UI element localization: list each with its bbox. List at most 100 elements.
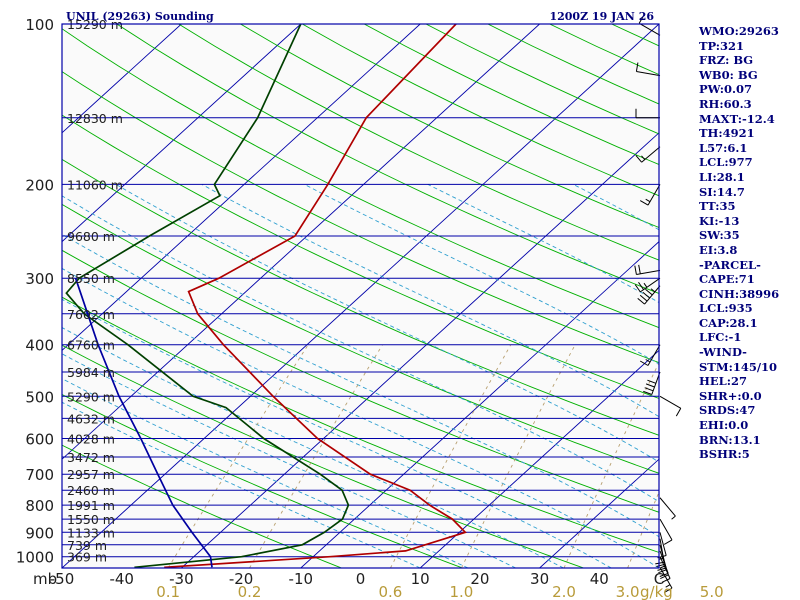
height-label: 2957 m [67, 467, 115, 482]
mixing-ratio-lines [167, 344, 659, 568]
wind-barb-half-feather [665, 584, 671, 588]
dry-adiabat-line [116, 24, 659, 294]
isotherm-line [62, 24, 540, 460]
wind-barb-feather [634, 284, 641, 293]
wind-barb-feather [645, 383, 655, 388]
temperature-tick-label: -20 [229, 570, 254, 588]
mixing-ratio-tick-label: 3.0 [616, 583, 640, 600]
height-label: 4632 m [67, 411, 115, 426]
index-item: EHI:0.0 [699, 418, 749, 433]
temperature-tick-label: 20 [470, 570, 489, 588]
wind-barb [634, 277, 661, 293]
isotherm-line [62, 24, 182, 134]
pressure-axis: 100 200 300 400 500 600 700 800 900 1000 [16, 16, 54, 567]
height-label: 7602 m [67, 307, 115, 322]
wind-barb-half-feather [645, 198, 651, 203]
temperature-tick-label: 40 [590, 570, 609, 588]
wind-barb-half-feather [671, 515, 676, 520]
isotherm-line [181, 132, 659, 568]
temperature-tick-label: 10 [411, 570, 430, 588]
temperature-tick-label: -10 [289, 570, 314, 588]
index-item: TT:35 [699, 199, 736, 214]
index-item: -PARCEL- [699, 257, 761, 272]
mixing-ratio-line [563, 361, 659, 568]
wind-barb-feather [638, 282, 645, 290]
wind-barb-feather [634, 265, 637, 275]
mixing-ratio-axis: 0.10.20.61.02.03.05.010.020.040.0 [156, 583, 724, 600]
moist-adiabat-line [62, 233, 659, 538]
temperature-tick-label: 0 [356, 570, 366, 588]
index-item: CAP:28.1 [699, 315, 758, 330]
index-item: BRN:13.1 [699, 432, 761, 447]
isotherm-lines [62, 24, 659, 568]
dry-adiabat-line [62, 158, 659, 436]
index-item: WB0: BG [699, 67, 758, 82]
parcel-trace [74, 277, 213, 568]
index-item: -WIND- [699, 345, 747, 360]
height-label: 369 m [67, 550, 107, 565]
wind-barb [659, 567, 673, 594]
index-item: MAXT:-12.4 [699, 111, 775, 126]
wind-barb-feather [645, 288, 653, 296]
wind-barb [659, 518, 673, 545]
wind-barb [635, 62, 661, 77]
wind-barb [659, 556, 671, 583]
index-item: LCL:977 [699, 155, 753, 170]
index-item: PW:0.07 [699, 82, 753, 97]
mixing-ratio-line [249, 344, 383, 568]
index-item: RH:60.3 [699, 96, 752, 111]
pressure-tick-label: 800 [25, 497, 54, 515]
isotherm-line [419, 349, 659, 568]
wind-barb-feather [638, 15, 645, 24]
height-label: 4028 m [67, 432, 115, 447]
wind-barb-staff [659, 395, 682, 409]
height-label: 5984 m [67, 365, 115, 380]
wind-barb-half-feather [645, 359, 651, 363]
pressure-tick-label: 300 [25, 270, 54, 288]
mixing-ratio-unit-label: g/kg [640, 583, 673, 600]
index-item: HEL:27 [699, 374, 747, 389]
temperature-trace [164, 24, 467, 568]
moist-adiabat-line [62, 195, 659, 503]
index-item: LFC:-1 [699, 330, 742, 345]
temperature-tick-label: C [654, 570, 664, 588]
wind-barb-staff [659, 567, 673, 589]
isotherm-line [300, 240, 659, 568]
mixing-ratio-tick-label: 0.2 [238, 583, 262, 600]
wind-barb-feather [635, 154, 642, 163]
index-item: STM:145/10 [699, 359, 778, 374]
isotherm-line [62, 24, 659, 568]
index-item: LCL:935 [699, 301, 753, 316]
index-item: SW:35 [699, 228, 740, 243]
wind-barb [638, 15, 661, 36]
moist-adiabat-line [62, 327, 564, 568]
wind-barb [659, 395, 682, 417]
dry-adiabat-line [62, 249, 659, 513]
mixing-ratio-tick-label: 5.0 [700, 583, 724, 600]
dry-adiabat-line [62, 28, 659, 329]
wind-barb-staff [644, 285, 661, 305]
pressure-tick-label: 400 [25, 337, 54, 355]
isotherm-line [62, 24, 302, 243]
height-label: 2460 m [67, 483, 115, 498]
wind-barb-feather [658, 569, 667, 574]
wind-barb-feather [647, 379, 657, 384]
wind-barb-feather [675, 408, 682, 417]
pressure-tick-label: 200 [25, 176, 54, 194]
temperature-tick-label: -40 [109, 570, 134, 588]
index-item: EI:3.8 [699, 242, 738, 257]
dewpoint-trace [65, 24, 350, 568]
index-item: TP:321 [699, 38, 745, 53]
dry-adiabat-line [178, 24, 659, 261]
dry-adiabat-line [62, 296, 659, 553]
index-item: CAPE:71 [699, 272, 755, 287]
wind-barb-feather [660, 574, 669, 580]
index-item: CINH:38996 [699, 286, 780, 301]
moist-adiabat-line [62, 267, 659, 568]
wind-barb-feather [643, 390, 652, 395]
wind-barb [635, 146, 661, 163]
wind-barb-feather [663, 539, 673, 545]
wind-barb-feather [663, 587, 673, 594]
